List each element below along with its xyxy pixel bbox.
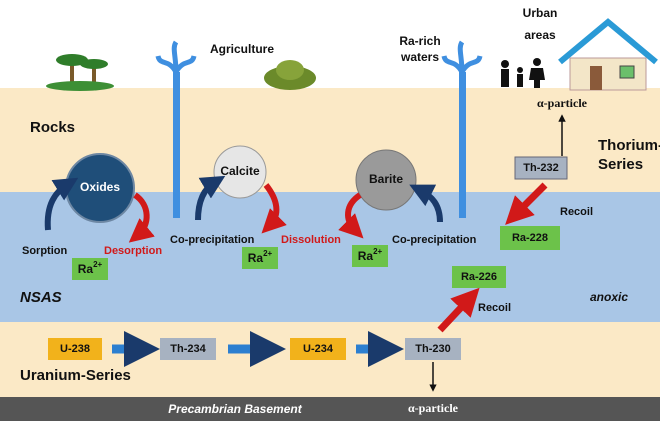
process-label: Co-precipitation <box>392 234 477 246</box>
nuclide-label: U-234 <box>303 343 334 355</box>
nuclide-label: Ra-228 <box>512 232 548 244</box>
ra-rich-label: waters <box>400 50 439 64</box>
basement-label: Precambrian Basement <box>168 402 302 416</box>
uranium-label: Uranium-Series <box>20 367 131 384</box>
process-label: Sorption <box>22 245 67 257</box>
urban-label: Urban <box>523 6 558 20</box>
diagram: Agriculture Ra-rich waters Urban areas R… <box>0 0 660 421</box>
basement-layer <box>0 397 660 421</box>
thorium-label: Series <box>598 156 643 173</box>
mineral-label: Oxides <box>80 180 120 194</box>
urban-label: areas <box>524 28 556 42</box>
mineral-label: Calcite <box>220 164 260 178</box>
process-label: Desorption <box>104 245 162 257</box>
nsas-label: NSAS <box>20 289 62 306</box>
process-label: Dissolution <box>281 234 341 246</box>
alpha-label: α-particle <box>408 401 459 415</box>
agriculture-label: Agriculture <box>210 42 274 56</box>
process-label: Co-precipitation <box>170 234 255 246</box>
recoil-label: Recoil <box>478 302 511 314</box>
nuclide-label: U-238 <box>60 343 90 355</box>
anoxic-label: anoxic <box>590 290 628 304</box>
recoil-label: Recoil <box>560 206 593 218</box>
ra-rich-label: Ra-rich <box>399 34 440 48</box>
nuclide-label: Th-234 <box>170 343 206 355</box>
nuclide-label: Th-230 <box>415 343 450 355</box>
thorium-label: Thorium- <box>598 137 660 154</box>
nuclide-label: Th-232 <box>523 162 558 174</box>
rocks-label: Rocks <box>30 119 75 136</box>
nuclide-label: Ra-226 <box>461 271 497 283</box>
alpha-label: α-particle <box>537 96 588 110</box>
mineral-label: Barite <box>369 172 403 186</box>
